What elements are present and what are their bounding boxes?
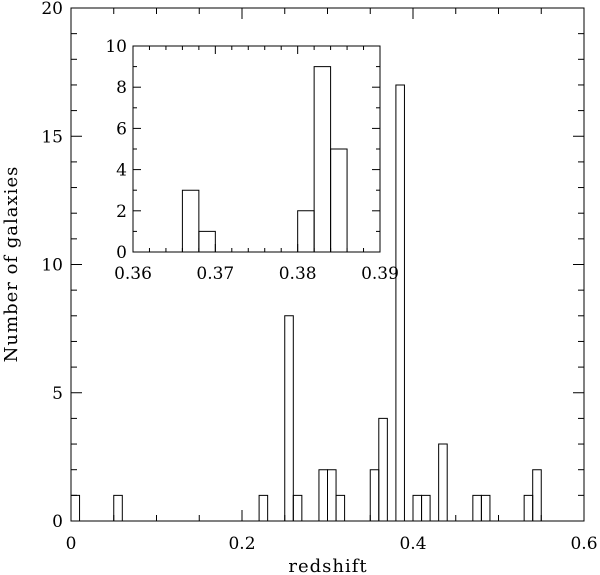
- main-x-tick-label: 0: [66, 534, 77, 554]
- main-histogram-bar: [532, 469, 542, 521]
- inset-y-tick-label: 0: [116, 243, 127, 263]
- main-histogram-bar: [113, 494, 123, 521]
- main-histogram-bar: [258, 494, 269, 521]
- main-histogram-bar: [335, 494, 346, 521]
- main-histogram-bar: [480, 494, 491, 521]
- main-histogram-bar: [378, 417, 388, 521]
- main-histogram-bar: [70, 494, 81, 521]
- main-histogram-bar: [412, 494, 423, 521]
- main-histogram-bar: [292, 494, 303, 521]
- main-y-tick-label: 0: [52, 512, 63, 532]
- main-y-tick-label: 10: [41, 256, 63, 276]
- main-y-tick-label: 20: [41, 0, 63, 19]
- main-histogram-bar: [421, 494, 431, 521]
- main-histogram-bar: [438, 443, 448, 521]
- inset-y-tick-label: 10: [105, 37, 127, 57]
- inset-histogram-bar: [297, 210, 315, 252]
- main-x-tick-label: 0.4: [399, 534, 426, 554]
- inset-y-tick-label: 8: [116, 78, 127, 98]
- inset-x-tick-label: 0.37: [196, 264, 234, 284]
- inset-histogram-bar: [313, 66, 332, 252]
- main-histogram-bar: [369, 469, 380, 521]
- inset-histogram: 0.36 0.37 0.38 0.39 0 2 4 6 8 10: [105, 37, 399, 284]
- y-axis-title: Number of galaxies: [1, 166, 22, 363]
- inset-x-tick-label: 0.39: [361, 264, 399, 284]
- inset-x-tick-label: 0.36: [114, 264, 152, 284]
- inset-histogram-bar: [330, 148, 348, 252]
- x-axis-title: redshift: [288, 556, 367, 575]
- main-histogram-bar: [318, 469, 328, 521]
- inset-histogram-bar: [181, 189, 200, 252]
- main-y-tick-label: 15: [41, 127, 63, 147]
- main-x-tick-label: 0.6: [570, 534, 597, 554]
- inset-y-tick-label: 6: [116, 119, 127, 139]
- main-histogram-bar: [284, 315, 294, 521]
- inset-y-tick-label: 4: [116, 161, 127, 181]
- inset-x-tick-label: 0.38: [279, 264, 317, 284]
- main-y-tick-label: 5: [52, 384, 63, 404]
- inset-y-tick-label: 2: [116, 202, 127, 222]
- main-histogram-bar: [472, 494, 482, 521]
- inset-histogram-bar: [198, 230, 216, 252]
- main-histogram-bar: [395, 84, 405, 521]
- main-x-tick-label: 0.2: [228, 534, 255, 554]
- main-histogram-bar: [523, 494, 534, 521]
- main-histogram-bar: [327, 469, 337, 521]
